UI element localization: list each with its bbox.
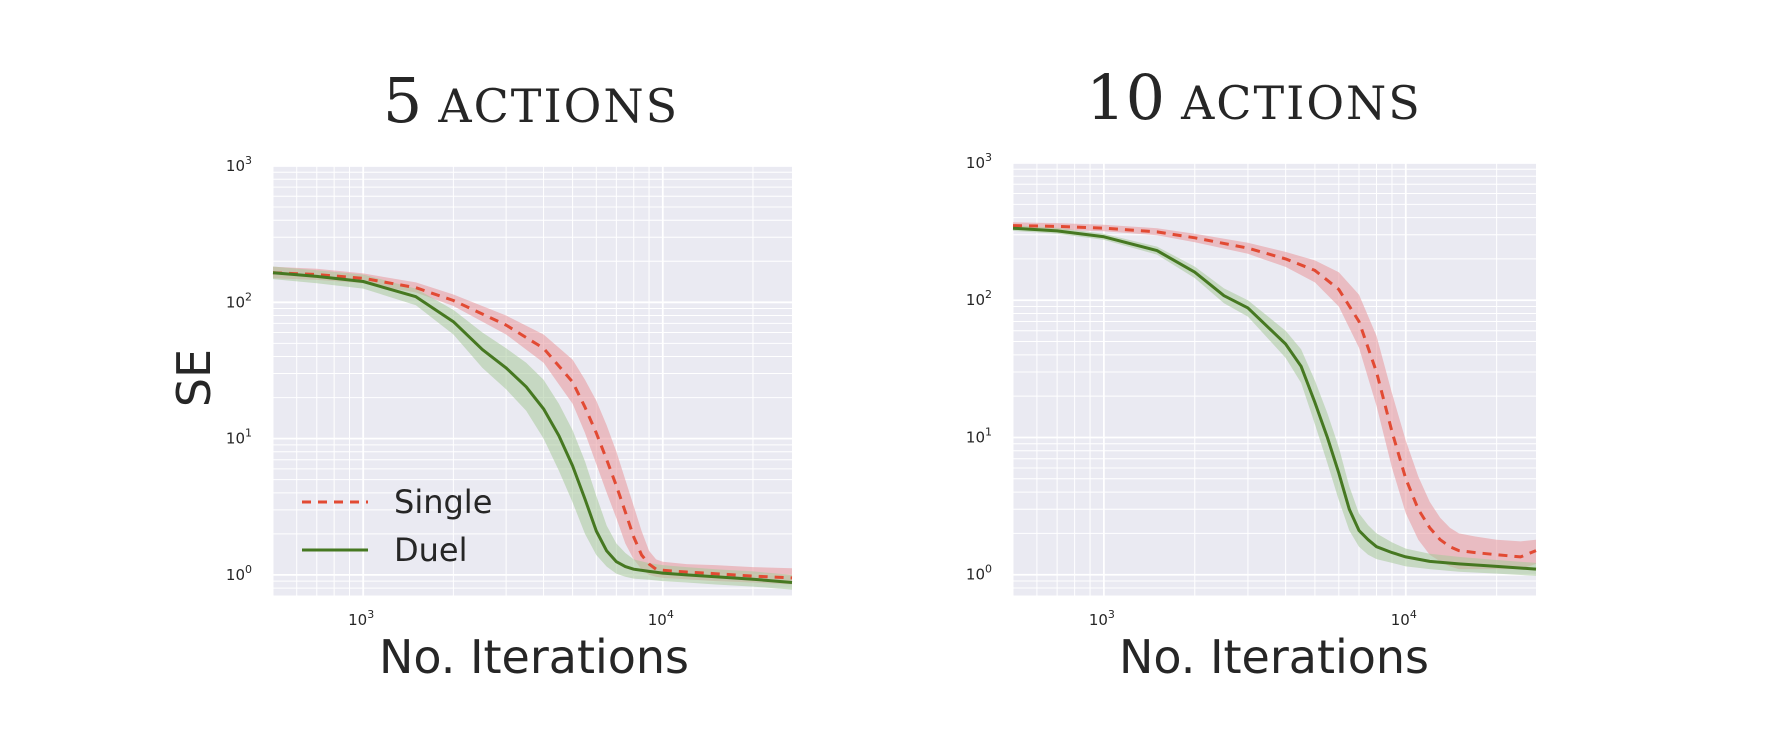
x-axis-label: No. Iterations [379, 630, 689, 684]
chart-panel-10-actions: 100 101 102 103 103 104 10 ACTIONS No. Iteration… [966, 61, 1537, 684]
legend-label-duel: Duel [394, 531, 468, 569]
x-tick-label: 103 [348, 608, 374, 629]
y-tick-label: 103 [966, 151, 992, 172]
y-tick-label: 101 [226, 427, 252, 448]
chart-title: 10 ACTIONS [1086, 61, 1422, 134]
x-tick-label: 104 [648, 608, 674, 629]
y-axis-label: SE [167, 349, 221, 407]
confidence-band-single [1013, 222, 1536, 570]
y-tick-label: 100 [966, 563, 992, 584]
x-tick-label: 103 [1089, 608, 1115, 629]
y-tick-label: 102 [226, 290, 252, 311]
series-line-duel [272, 271, 793, 584]
series-line-single [272, 271, 793, 580]
x-tick-label: 104 [1391, 608, 1417, 629]
x-axis-label: No. Iterations [1119, 630, 1429, 684]
y-tick-label: 100 [226, 563, 252, 584]
series-line-single [1012, 224, 1537, 559]
legend: Single Duel [302, 483, 492, 569]
confidence-band-single [273, 266, 792, 585]
y-tick-label: 103 [226, 154, 252, 175]
y-tick-label: 102 [966, 288, 992, 309]
chart-title: 5 ACTIONS [383, 64, 679, 137]
chart-panel-5-actions: 100 101 102 103 103 104 5 ACTIONS No. Iterations… [167, 64, 793, 684]
series-line-duel [1012, 226, 1537, 571]
legend-label-single: Single [394, 483, 492, 521]
y-tick-label: 101 [966, 425, 992, 446]
